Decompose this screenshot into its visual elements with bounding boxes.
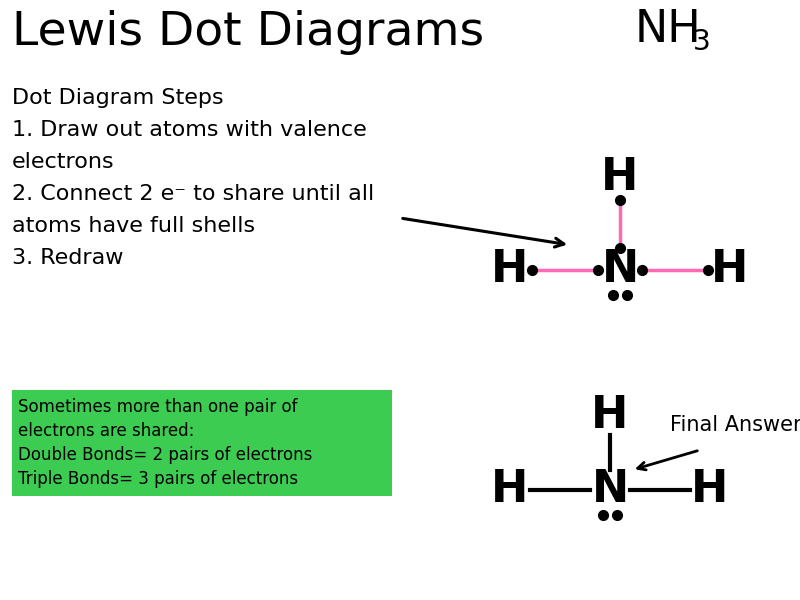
Text: electrons are shared:: electrons are shared:: [18, 422, 194, 440]
Text: N: N: [591, 469, 629, 511]
Text: Dot Diagram Steps: Dot Diagram Steps: [12, 88, 224, 108]
Text: 1. Draw out atoms with valence: 1. Draw out atoms with valence: [12, 120, 366, 140]
Text: Final Answer: Final Answer: [670, 415, 800, 435]
Text: NH: NH: [635, 8, 702, 51]
FancyBboxPatch shape: [12, 390, 392, 496]
Text: H: H: [491, 469, 529, 511]
Text: Triple Bonds= 3 pairs of electrons: Triple Bonds= 3 pairs of electrons: [18, 470, 298, 488]
Text: H: H: [591, 394, 629, 437]
Text: electrons: electrons: [12, 152, 114, 172]
Text: H: H: [602, 157, 638, 199]
Text: H: H: [491, 248, 529, 292]
Text: H: H: [711, 248, 749, 292]
Text: H: H: [691, 469, 729, 511]
Text: 3: 3: [693, 28, 710, 56]
Text: Double Bonds= 2 pairs of electrons: Double Bonds= 2 pairs of electrons: [18, 446, 312, 464]
Text: atoms have full shells: atoms have full shells: [12, 216, 255, 236]
Text: Lewis Dot Diagrams: Lewis Dot Diagrams: [12, 10, 484, 55]
Text: Sometimes more than one pair of: Sometimes more than one pair of: [18, 398, 298, 416]
Text: N: N: [602, 248, 638, 292]
Text: 2. Connect 2 e⁻ to share until all: 2. Connect 2 e⁻ to share until all: [12, 184, 374, 204]
Text: 3. Redraw: 3. Redraw: [12, 248, 123, 268]
